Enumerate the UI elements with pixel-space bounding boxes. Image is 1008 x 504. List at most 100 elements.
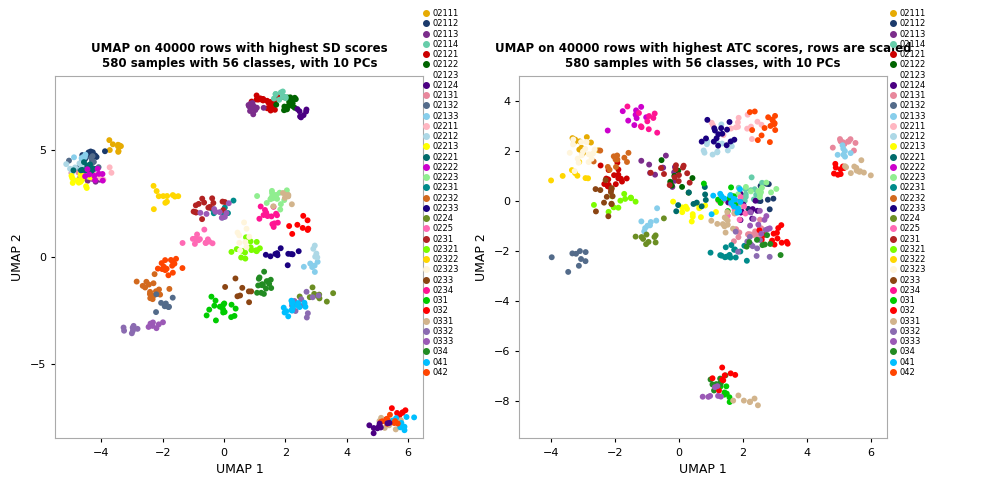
Point <box>707 383 723 391</box>
Point <box>766 120 782 128</box>
Point <box>253 95 269 103</box>
Point <box>598 176 614 184</box>
Point <box>742 108 758 116</box>
Point <box>156 263 172 271</box>
Point <box>287 95 303 103</box>
Point <box>148 287 164 295</box>
Point <box>282 96 298 104</box>
Point <box>647 238 663 246</box>
Point <box>713 379 729 387</box>
Point <box>265 99 281 107</box>
Point <box>259 104 275 112</box>
Point <box>93 174 109 182</box>
Point <box>266 194 282 202</box>
Point <box>398 413 414 421</box>
Point <box>84 175 100 183</box>
Point <box>633 122 649 131</box>
Point <box>730 209 746 217</box>
Point <box>148 308 164 316</box>
Point <box>78 172 94 180</box>
Point <box>836 145 852 153</box>
Point <box>256 290 272 298</box>
Point <box>572 146 588 154</box>
Point <box>284 250 300 259</box>
Point <box>738 185 754 194</box>
Point <box>722 393 738 401</box>
Point <box>604 200 620 208</box>
Point <box>251 275 267 283</box>
Point <box>280 191 296 199</box>
Point <box>633 217 649 225</box>
Point <box>65 179 81 187</box>
Point <box>304 293 321 301</box>
Point <box>750 231 766 239</box>
Point <box>291 107 307 115</box>
Point <box>554 172 571 180</box>
Point <box>83 167 99 175</box>
Point <box>837 153 853 161</box>
Point <box>750 187 766 195</box>
Point <box>747 227 763 235</box>
Point <box>724 241 740 249</box>
Point <box>681 178 698 186</box>
Point <box>205 239 221 247</box>
Point <box>741 238 757 246</box>
Point <box>135 282 151 290</box>
Point <box>565 136 582 144</box>
Point <box>77 153 93 161</box>
Point <box>563 166 580 174</box>
Point <box>249 238 265 246</box>
Point <box>568 250 584 258</box>
Point <box>769 234 785 242</box>
Point <box>600 163 616 171</box>
Point <box>703 375 719 384</box>
Point <box>243 243 259 251</box>
Point <box>195 195 211 203</box>
Point <box>575 148 591 156</box>
Point <box>835 138 851 146</box>
Point <box>95 176 111 184</box>
Point <box>746 231 762 239</box>
Point <box>78 182 94 190</box>
Point <box>244 100 260 108</box>
Point <box>298 107 314 115</box>
Point <box>71 168 87 176</box>
Point <box>243 246 259 254</box>
Point <box>301 293 318 301</box>
Point <box>87 151 103 159</box>
Point <box>643 169 659 177</box>
Point <box>200 235 216 243</box>
Point <box>760 225 776 233</box>
Point <box>262 195 278 203</box>
Point <box>826 169 842 177</box>
Point <box>695 393 711 401</box>
Point <box>743 187 759 196</box>
Point <box>645 114 661 122</box>
Point <box>155 318 171 326</box>
Point <box>704 217 720 225</box>
Point <box>710 196 726 204</box>
Point <box>733 203 749 211</box>
Point <box>280 102 296 110</box>
Point <box>601 208 617 216</box>
Point <box>706 192 722 200</box>
Point <box>277 94 293 102</box>
Point <box>758 226 774 234</box>
Point <box>146 205 162 213</box>
Point <box>596 199 612 207</box>
Point <box>600 127 616 135</box>
Point <box>737 197 753 205</box>
Point <box>840 138 856 146</box>
Point <box>273 89 289 97</box>
Point <box>243 100 259 108</box>
Point <box>102 146 118 154</box>
Point <box>249 192 265 200</box>
Point <box>728 201 744 209</box>
Point <box>207 302 223 310</box>
Point <box>843 169 859 177</box>
Point <box>830 151 846 159</box>
Point <box>258 211 274 219</box>
Point <box>83 168 99 176</box>
Point <box>87 172 103 180</box>
Point <box>636 227 652 235</box>
